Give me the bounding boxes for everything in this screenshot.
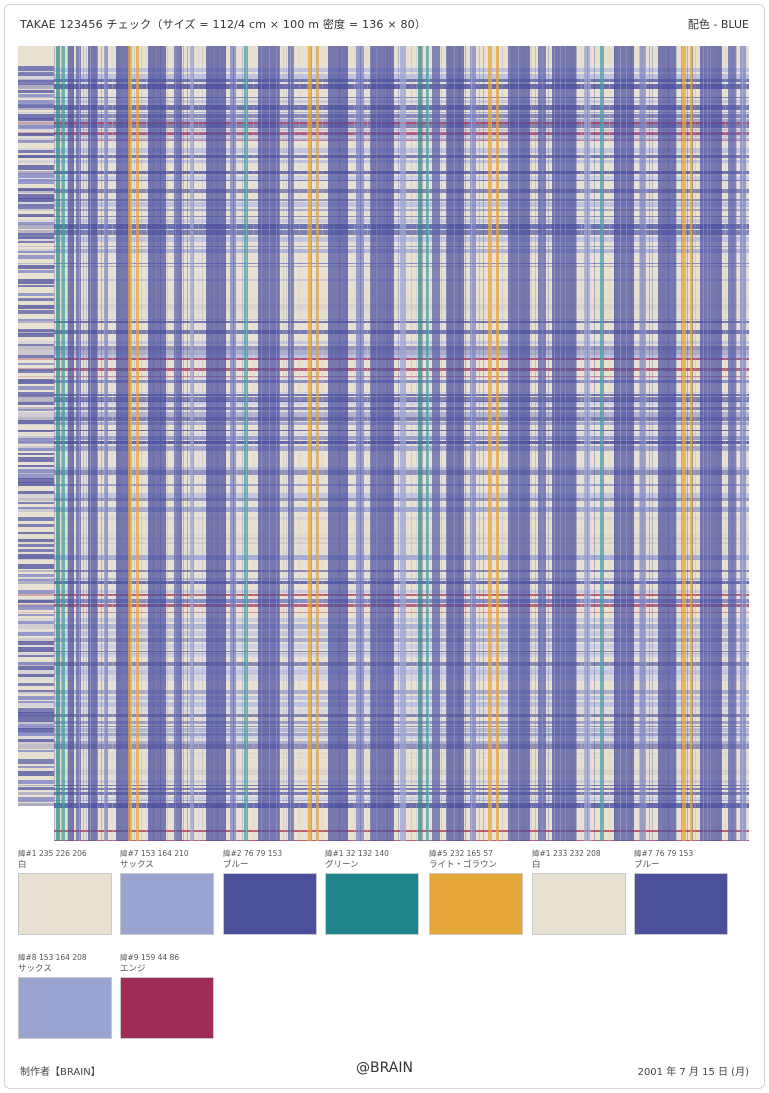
swatch-color-chip: [223, 873, 317, 935]
brand-mark: @BRAIN: [356, 1060, 413, 1076]
swatch-code: 緯#9 159 44 86: [120, 953, 180, 962]
color-swatch: 緯#7 153 164 210 サックス: [120, 848, 214, 935]
swatch-code: 緯#7 153 164 210: [120, 849, 189, 858]
swatch-name: 白: [532, 860, 541, 870]
swatch-name: ブルー: [223, 860, 249, 870]
swatch-code: 緯#7 76 79 153: [634, 849, 694, 858]
date-label: 2001 年 7 月 15 日 (月): [637, 1067, 749, 1078]
color-swatch: 緯#8 153 164 208 サックス: [18, 952, 112, 1039]
swatch-code: 緯#2 76 79 153: [223, 849, 283, 858]
swatch-name: 白: [18, 860, 27, 870]
color-swatch: 緯#2 76 79 153 ブルー: [223, 848, 317, 935]
author-label: 制作者【BRAIN】: [20, 1067, 101, 1078]
swatch-name: グリーン: [325, 860, 359, 870]
swatch-code: 緯#1 235 226 206: [18, 849, 87, 858]
color-swatch: 緯#5 232 165 57 ライト・ゴラウン: [429, 848, 523, 935]
color-swatch: 緯#1 235 226 206 白: [18, 848, 112, 935]
plaid-fabric-preview: [18, 46, 749, 841]
swatch-color-chip: [120, 977, 214, 1039]
swatch-name: サックス: [120, 860, 154, 870]
page-frame: [4, 4, 765, 1089]
fabric-spec-title: TAKAE 123456 チェック（サイズ = 112/4 cm × 100 m…: [20, 18, 427, 31]
swatch-code: 緯#1 32 132 140: [325, 849, 389, 858]
swatch-name: サックス: [18, 964, 52, 974]
swatch-color-chip: [325, 873, 419, 935]
swatch-color-chip: [18, 873, 112, 935]
colorway-label: 配色 - BLUE: [687, 18, 749, 31]
swatch-code: 緯#1 233 232 208: [532, 849, 601, 858]
swatch-color-chip: [532, 873, 626, 935]
color-swatch: 緯#1 32 132 140 グリーン: [325, 848, 419, 935]
swatch-name: エンジ: [120, 964, 146, 974]
color-swatch: 緯#7 76 79 153 ブルー: [634, 848, 728, 935]
swatch-color-chip: [634, 873, 728, 935]
swatch-name: ブルー: [634, 860, 660, 870]
swatch-color-chip: [429, 873, 523, 935]
swatch-color-chip: [120, 873, 214, 935]
swatch-code: 緯#5 232 165 57: [429, 849, 493, 858]
color-swatch: 緯#9 159 44 86 エンジ: [120, 952, 214, 1039]
color-swatch: 緯#1 233 232 208 白: [532, 848, 626, 935]
swatch-code: 緯#8 153 164 208: [18, 953, 87, 962]
swatch-color-chip: [18, 977, 112, 1039]
swatch-name: ライト・ゴラウン: [429, 860, 498, 870]
